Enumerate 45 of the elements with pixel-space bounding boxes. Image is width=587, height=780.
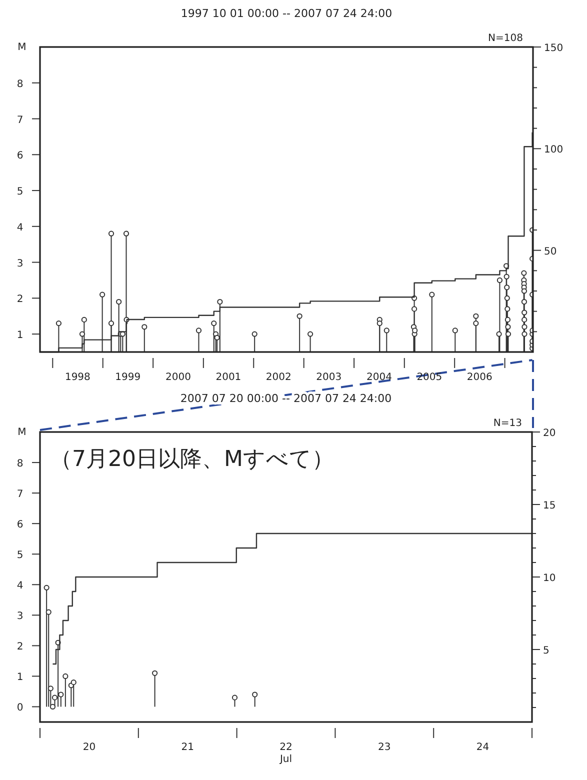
y-axis-title: M [18, 427, 26, 438]
annotation: （7月20日以降、Mすべて） [50, 447, 334, 472]
y-tick-label: 1 [16, 672, 24, 684]
x-axis-title: Jul [278, 754, 292, 765]
x-tick-label: 2005 [416, 372, 442, 383]
y-tick-label: 7 [16, 114, 24, 126]
y-tick-label: 5 [16, 186, 24, 198]
y2-tick-label: 20 [543, 428, 556, 439]
y-tick-label: 2 [16, 642, 24, 653]
x-tick-label: 22 [280, 742, 292, 753]
y-tick-label: 4 [16, 222, 24, 234]
y-tick-label: 6 [16, 520, 24, 531]
y2-tick-label: 150 [544, 43, 564, 54]
x-tick-label: 2002 [266, 372, 292, 383]
y2-tick-label: 100 [544, 144, 564, 156]
x-tick-label: 2003 [316, 372, 342, 383]
y2-tick-label: 5 [543, 646, 550, 656]
y2-tick-label: 15 [543, 500, 556, 512]
y-tick-label: 6 [16, 150, 24, 162]
y-tick-label: 7 [16, 489, 24, 500]
y-axis-title: M [18, 42, 26, 53]
y-tick-label: 3 [16, 258, 24, 270]
x-tick-label: 20 [82, 742, 96, 753]
x-tick-label: 1999 [115, 372, 141, 383]
x-tick-label: 2001 [216, 372, 242, 383]
chart-title: 1997 10 01 00:00 -- 2007 07 24 24:00 [180, 7, 392, 20]
y-tick-label: 8 [16, 78, 24, 90]
y-tick-label: 1 [16, 330, 24, 342]
y2-tick-label: 10 [543, 573, 556, 584]
x-tick-label: 24 [476, 742, 490, 753]
text: N=108 [488, 33, 523, 44]
y-tick-label: 2 [16, 294, 24, 306]
x-tick-label: 21 [181, 742, 194, 753]
x-tick-label: 2006 [466, 372, 492, 383]
y-tick-label: 0 [16, 702, 24, 714]
x-tick-label: 1998 [64, 372, 90, 383]
y-tick-label: 4 [16, 580, 24, 592]
x-tick-label: 2000 [166, 372, 191, 383]
y-tick-label: 3 [16, 611, 24, 622]
x-tick-label: 2004 [366, 372, 392, 383]
y-tick-label: 5 [16, 550, 24, 562]
x-tick-label: 23 [378, 742, 391, 753]
y-tick-label: 8 [16, 458, 24, 470]
text: N=13 [493, 418, 522, 429]
y2-tick-label: 50 [544, 246, 557, 258]
